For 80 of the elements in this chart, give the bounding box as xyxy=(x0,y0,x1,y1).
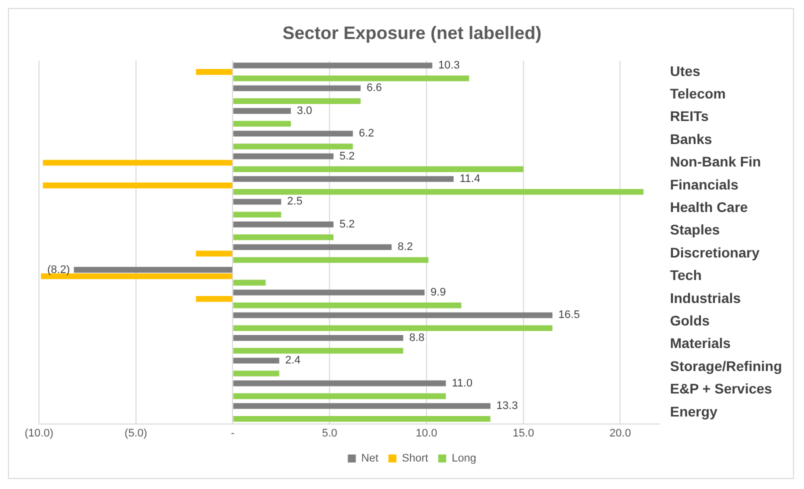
legend-label: Long xyxy=(452,452,476,465)
y-tick-label: Storage/Refining xyxy=(670,358,782,374)
data-label: 11.4 xyxy=(460,173,480,186)
bar xyxy=(74,266,232,273)
bar xyxy=(233,290,425,296)
y-tick-label: Tech xyxy=(670,267,702,284)
bar xyxy=(233,335,404,341)
bar xyxy=(233,393,446,400)
bar xyxy=(233,120,291,127)
bar xyxy=(233,75,470,82)
bar xyxy=(233,234,334,240)
bar xyxy=(233,416,490,422)
bar xyxy=(233,108,291,114)
bar xyxy=(233,358,280,364)
data-label: (8.2) xyxy=(47,264,70,276)
x-tick-label: (10.0) xyxy=(24,427,54,440)
bar xyxy=(233,257,428,263)
data-label: 10.3 xyxy=(438,60,460,72)
data-label: 6.6 xyxy=(366,82,382,94)
data-label: 2.4 xyxy=(285,354,301,367)
bar xyxy=(233,85,361,92)
legend-label: Short xyxy=(402,452,428,465)
data-label: 8.8 xyxy=(409,332,425,344)
bar xyxy=(233,198,282,205)
data-label: 9.9 xyxy=(430,286,446,299)
bar xyxy=(233,130,353,137)
y-tick-label: Utes xyxy=(670,62,701,79)
bar xyxy=(233,176,454,182)
y-tick-label: Financials xyxy=(670,176,739,192)
bar xyxy=(233,348,404,354)
y-tick-label: Telecom xyxy=(670,86,726,102)
y-tick-label: Staples xyxy=(670,222,720,238)
bar xyxy=(233,144,353,150)
y-tick-label: Materials xyxy=(670,335,731,352)
y-tick-label: Non-Bank Fin xyxy=(670,154,761,170)
data-label: 3.0 xyxy=(296,104,312,117)
bar xyxy=(233,280,266,286)
legend-label: Net xyxy=(361,452,378,465)
bar xyxy=(196,296,232,302)
data-label: 2.5 xyxy=(287,196,302,208)
y-tick-label: Health Care xyxy=(670,199,748,216)
bar xyxy=(233,98,361,104)
data-label: 11.0 xyxy=(452,377,472,390)
bar xyxy=(42,182,232,188)
bar xyxy=(233,370,280,376)
bar xyxy=(233,325,552,331)
y-tick-label: Banks xyxy=(670,130,712,147)
x-tick-label: 10.0 xyxy=(416,427,438,440)
y-tick-label: REITs xyxy=(670,108,709,124)
x-tick-label: 5.0 xyxy=(322,427,338,440)
x-tick-label: (5.0) xyxy=(124,427,148,440)
y-tick-label: E&P + Services xyxy=(670,380,772,397)
bar xyxy=(233,62,432,68)
bar xyxy=(233,153,334,160)
y-tick-label: Discretionary xyxy=(670,244,760,260)
x-tick-label: 20.0 xyxy=(610,427,631,440)
bar xyxy=(233,244,392,250)
bar xyxy=(233,312,552,318)
y-tick-label: Golds xyxy=(670,312,710,329)
data-label: 8.2 xyxy=(398,241,413,254)
x-tick-label: - xyxy=(230,427,235,440)
data-label: 5.2 xyxy=(339,218,355,230)
bar xyxy=(233,380,446,386)
bar xyxy=(196,250,232,256)
chart-title: Sector Exposure (net labelled) xyxy=(282,22,542,43)
bar xyxy=(233,403,490,409)
data-label: 6.2 xyxy=(358,128,374,140)
bar xyxy=(196,69,232,75)
bar xyxy=(42,160,232,166)
x-tick-label: 15.0 xyxy=(512,427,534,440)
y-tick-label: Industrials xyxy=(670,290,741,306)
data-label: 16.5 xyxy=(558,309,580,322)
bar xyxy=(233,302,462,308)
data-label: 5.2 xyxy=(339,150,355,162)
data-label: 13.3 xyxy=(496,400,518,412)
bar xyxy=(233,166,524,172)
bar xyxy=(233,222,334,228)
y-tick-label: Energy xyxy=(670,403,718,420)
bar xyxy=(233,212,282,218)
bar xyxy=(233,188,644,195)
